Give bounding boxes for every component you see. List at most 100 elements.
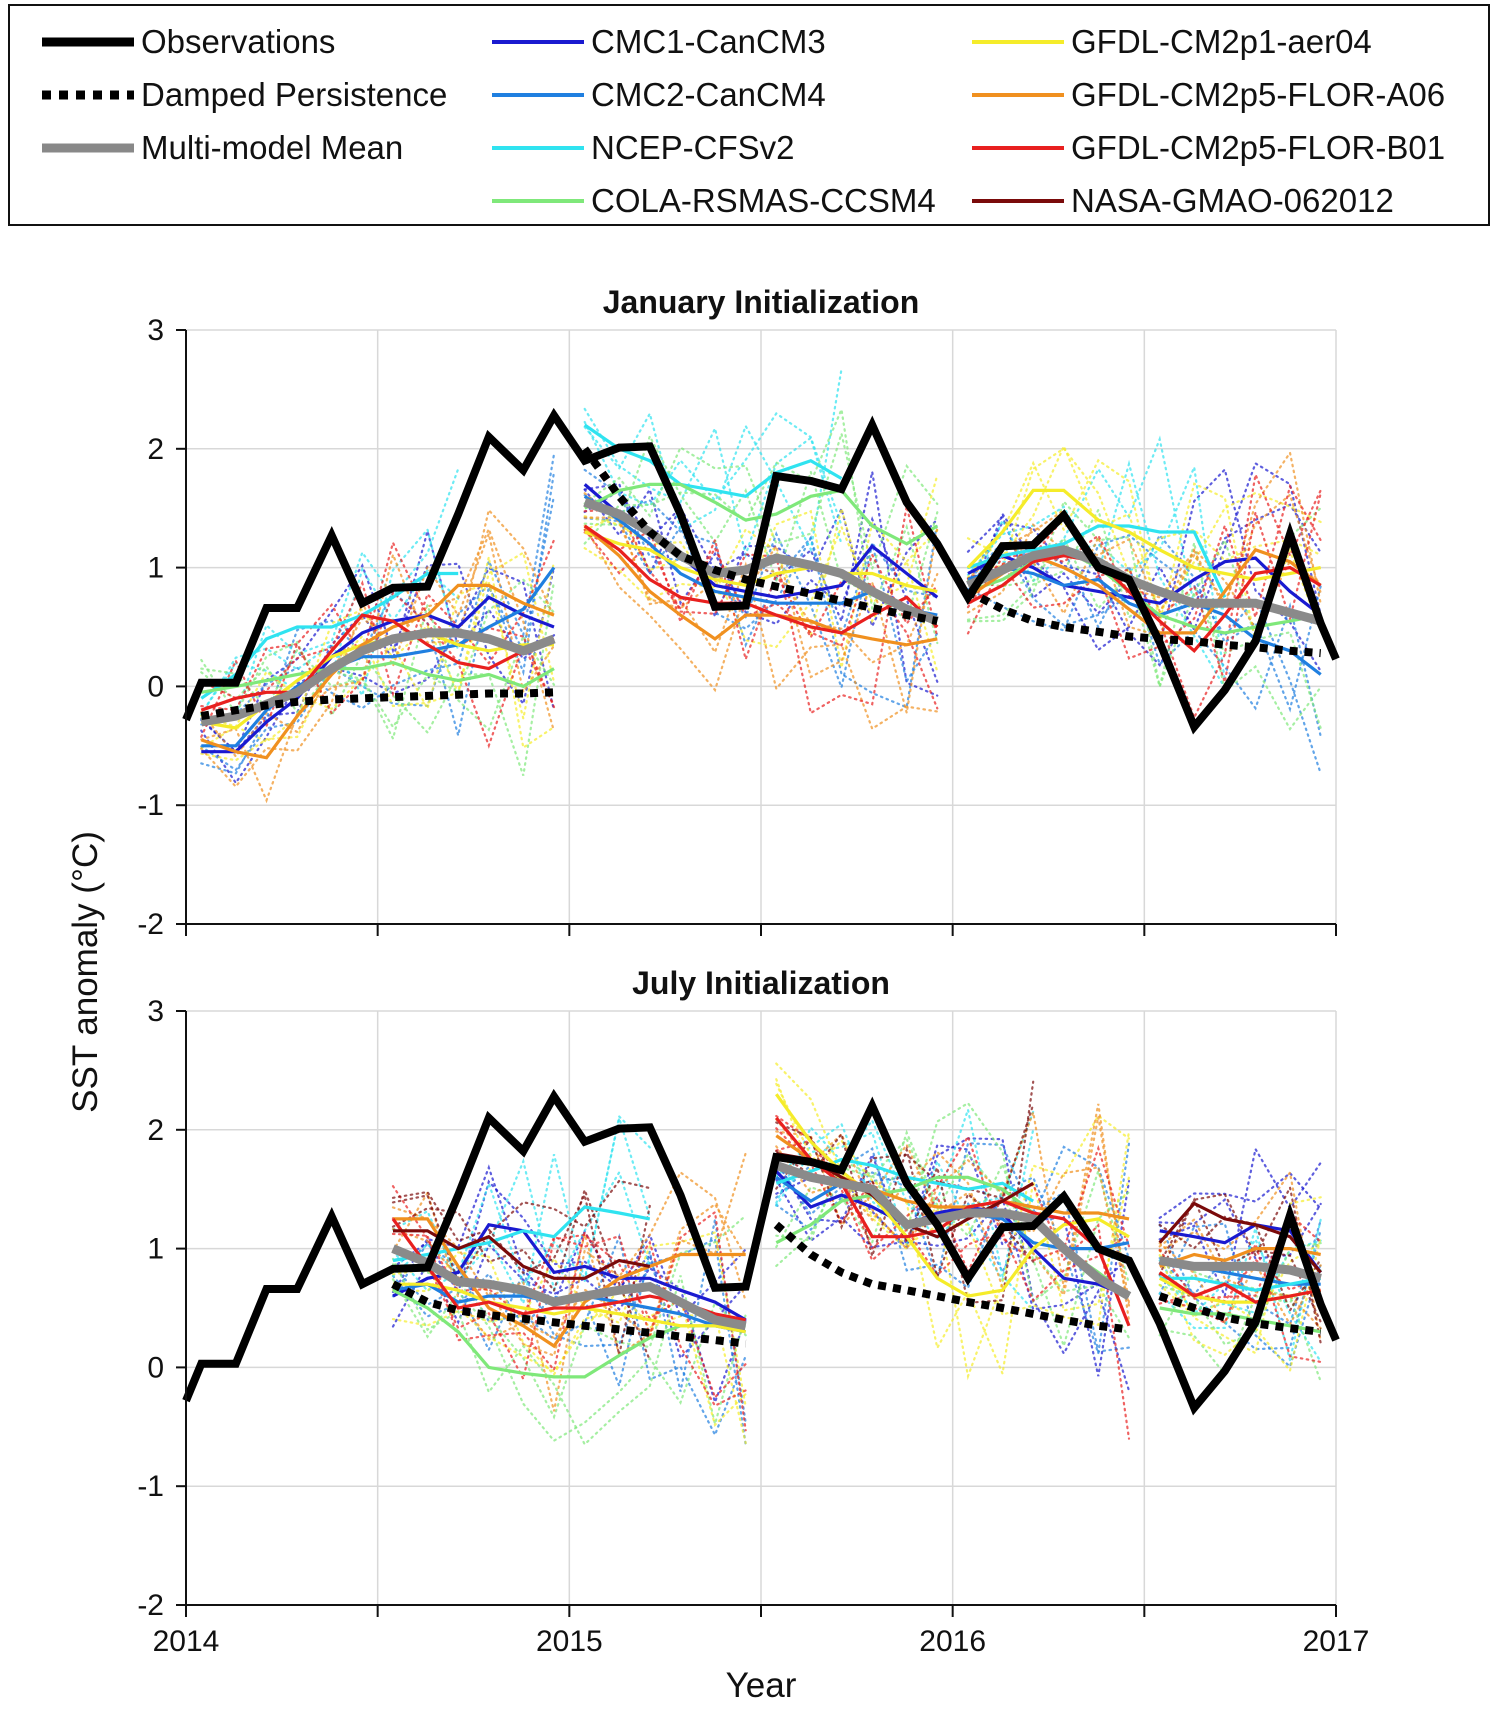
ensemble-member-cmc2: [583, 494, 939, 709]
axes-january: 3 2 1 0 -1 -2: [137, 314, 1337, 941]
series-ncep-jul-seg2: [1159, 1276, 1322, 1292]
ensemble-member-cmc1: [775, 1143, 1131, 1377]
ensemble-member-gfdla: [200, 507, 556, 804]
ensemble-member-gfdlb: [391, 1229, 747, 1408]
legend-label-cmc1: CMC1-CanCM3: [591, 23, 826, 60]
legend-swatch-dp: [42, 90, 134, 100]
series-mmm-jan-seg2: [966, 545, 1322, 626]
ensemble-member-ncep: [775, 1110, 1035, 1241]
y-tick-label: -1: [137, 1470, 164, 1503]
legend-swatch-nasa: [972, 199, 1064, 203]
legend-entry-cmc1: CMC1-CanCM3: [488, 22, 826, 62]
series-dp-jan-seg1: [581, 446, 939, 626]
ensemble-member-ncep: [1158, 1218, 1322, 1361]
legend: Observations Damped Persistence Multi-mode…: [8, 4, 1490, 226]
series-mmm-jul-seg1: [774, 1161, 1132, 1300]
ensemble-member-ncep: [583, 407, 843, 559]
legend-label-gfdla: GFDL-CM2p5-FLOR-A06: [1071, 76, 1446, 113]
x-tick-label: 2017: [1303, 1625, 1370, 1658]
series-nasa-jul-seg2: [1158, 1201, 1322, 1274]
legend-entry-ncep: NCEP-CFSv2: [488, 128, 795, 168]
y-tick-label: -2: [137, 1589, 164, 1622]
ensemble-member-ncep: [391, 1157, 651, 1293]
legend-label-dp: Damped Persistence: [141, 76, 448, 113]
ensemble-member-cmc2: [1158, 1219, 1322, 1326]
ensemble-member-nasa: [1158, 1184, 1322, 1345]
y-tick-label: 0: [147, 670, 164, 703]
y-tick-label: 0: [147, 1351, 164, 1384]
series-dp-jan-seg0: [200, 688, 555, 721]
ensemble-member-cmc2: [391, 1237, 747, 1446]
series-cmc1-jul-seg0: [392, 1223, 747, 1322]
ensemble-member-cola: [200, 580, 556, 776]
legend-entry-gfdlb: GFDL-CM2p5-FLOR-B01: [968, 128, 1445, 168]
legend-swatch-cmc2: [492, 93, 584, 97]
legend-entry-obs: Observations: [38, 22, 335, 62]
legend-label-ncep: NCEP-CFSv2: [591, 129, 795, 166]
ensemble-member-cola: [1158, 1269, 1322, 1377]
ensemble-member-gfdl1: [775, 1082, 1131, 1327]
ensemble-member-gfdla: [966, 492, 1322, 614]
ensemble-member-gfdlb: [1158, 1258, 1322, 1305]
series-cmc2-jan-seg0: [201, 566, 556, 748]
series-cola-jan-seg1: [583, 482, 939, 546]
ensemble-member-cmc2: [200, 453, 556, 726]
x-tick-label: 2016: [919, 1625, 986, 1658]
series-gfdl1-jan-seg2: [966, 488, 1322, 582]
y-tick-label: 2: [147, 433, 164, 466]
series-mmm-jul-seg0: [391, 1244, 747, 1331]
series-obs-jul-seg0: [182, 1088, 1340, 1416]
ensemble-member-cmc1: [1158, 1171, 1322, 1220]
legend-entry-cmc2: CMC2-CanCM4: [488, 75, 826, 115]
legend-label-nasa: NASA-GMAO-062012: [1071, 182, 1394, 219]
legend-swatch-gfdlb: [972, 146, 1064, 150]
legend-label-cmc2: CMC2-CanCM4: [591, 76, 826, 113]
ensemble-member-ncep: [966, 463, 1226, 682]
x-tick-label: 2015: [536, 1625, 603, 1658]
series-cola-jan-seg0: [201, 660, 555, 694]
ensemble-member-ncep: [391, 1113, 651, 1287]
x-axis-label: Year: [726, 1666, 797, 1705]
series-gfdlb-jul-seg2: [1158, 1271, 1322, 1304]
ensemble-member-cmc2: [200, 494, 556, 775]
legend-label-gfdl1: GFDL-CM2p1-aer04: [1071, 23, 1372, 60]
ensemble-member-gfdl1: [391, 1231, 747, 1408]
ensemble-member-nasa: [391, 1190, 651, 1356]
ensemble-member-gfdla: [966, 450, 1322, 611]
series-dp-jul-seg0: [391, 1280, 747, 1348]
ensemble-member-cola: [391, 1278, 747, 1443]
ensemble-member-gfdl1: [391, 1251, 747, 1428]
series-gfdla-jan-seg0: [200, 583, 555, 760]
ensemble-member-ncep: [1158, 1239, 1322, 1315]
y-tick-label: 1: [147, 1233, 164, 1266]
ensemble-member-nasa: [775, 1080, 1035, 1304]
series-july: [182, 1088, 1340, 1416]
legend-swatch-cola: [492, 199, 584, 203]
legend-swatch-gfdl1: [972, 40, 1064, 44]
series-gfdl1-jul-seg0: [393, 1282, 747, 1334]
ensemble-member-cmc2: [391, 1233, 747, 1438]
ensemble-member-gfdla: [391, 1170, 747, 1412]
series-obs-jan-seg0: [182, 407, 1340, 735]
series-dp-jul-seg1: [773, 1221, 1130, 1334]
ensemble-member-gfdl1: [200, 560, 556, 728]
series-cmc1-jul-seg1: [775, 1170, 1130, 1298]
legend-entry-gfdl1: GFDL-CM2p1-aer04: [968, 22, 1372, 62]
y-tick-label: 3: [147, 995, 164, 1028]
series-ncep-jan-seg2: [967, 524, 1227, 598]
legend-entry-nasa: NASA-GMAO-062012: [968, 181, 1394, 221]
legend-entry-dp: Damped Persistence: [38, 75, 447, 115]
x-tick-label: 2014: [153, 1625, 220, 1658]
ensemble-member-gfdla: [200, 526, 556, 759]
series-gfdla-jan-seg1: [583, 524, 938, 647]
ensemble-member-gfdlb: [775, 1134, 1131, 1262]
legend-swatch-cmc1: [492, 40, 584, 44]
ensemble-member-gfdl1: [200, 556, 556, 762]
series-gfdlb-jan-seg0: [200, 613, 555, 712]
series-dp-jul-seg2: [1158, 1292, 1322, 1336]
ensemble-member-cola: [583, 405, 939, 645]
series-cmc1-jan-seg0: [201, 595, 555, 754]
